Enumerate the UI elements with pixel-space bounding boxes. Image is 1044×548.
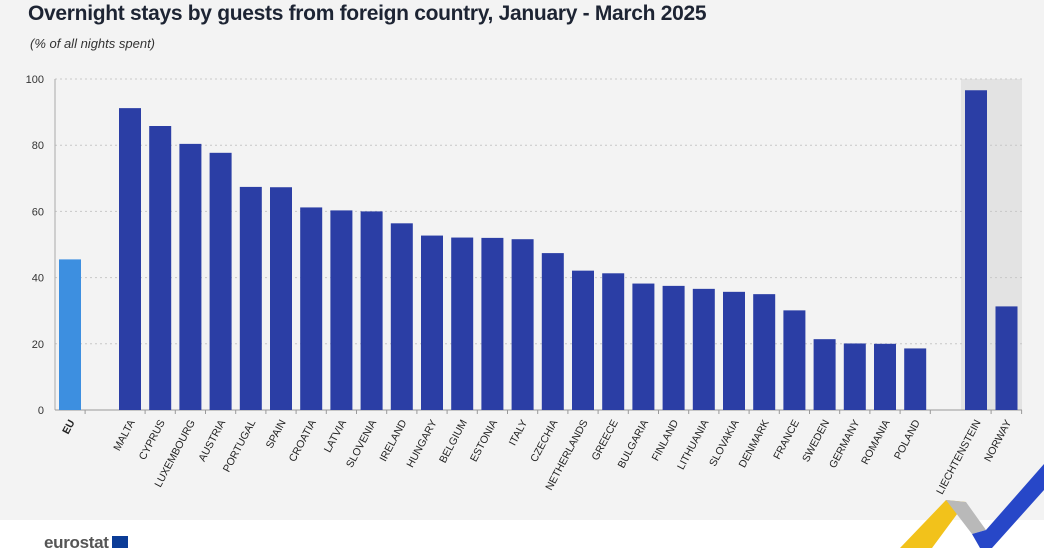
category-label: FINLAND (650, 417, 682, 463)
bar-portugal (239, 186, 262, 410)
category-label: CROATIA (287, 418, 319, 464)
bar-czechia (541, 253, 564, 410)
bar-austria (209, 152, 232, 411)
category-label: AUSTRIA (196, 418, 228, 464)
bar-ireland (390, 223, 413, 410)
category-label: CYPRUS (137, 418, 168, 462)
y-tick-label: 40 (32, 273, 44, 285)
bar-malta (119, 108, 141, 411)
bar-france (783, 310, 806, 410)
category-label: BELGIUM (437, 418, 470, 465)
chart-subtitle: (% of all nights spent) (30, 36, 156, 51)
category-label: ITALY (507, 418, 531, 448)
category-label: IRELAND (377, 417, 409, 463)
bar-luxembourg (179, 143, 202, 410)
bar-finland (662, 285, 685, 410)
category-label: DENMARK (737, 418, 772, 470)
y-tick-label: 20 (32, 339, 44, 351)
eurostat-logo: eurostat (44, 534, 128, 548)
category-label: FRANCE (771, 418, 802, 462)
bar-liechtenstein (965, 90, 987, 410)
bar-belgium (451, 237, 474, 410)
y-tick-label: 0 (38, 405, 44, 417)
bar-italy (511, 239, 534, 410)
bar-norway (995, 306, 1018, 410)
bar-hungary (421, 235, 443, 410)
category-label: POLAND (892, 417, 923, 461)
category-label: ROMANIA (859, 418, 893, 467)
category-label: SPAIN (264, 418, 289, 451)
category-label: BULGARIA (616, 418, 652, 471)
bar-netherlands (572, 270, 594, 410)
category-label: EU (60, 418, 77, 437)
bar-slovenia (360, 211, 383, 410)
category-label: GERMANY (827, 418, 863, 471)
category-label: NORWAY (982, 418, 1014, 464)
bar-lithuania (692, 288, 715, 410)
bar-latvia (330, 210, 353, 410)
eu-flag-icon (111, 536, 128, 548)
bar-sweden (813, 339, 836, 410)
logo-text: eurostat (44, 534, 109, 548)
y-tick-label: 100 (26, 74, 44, 86)
bar-germany (843, 343, 866, 410)
bar-poland (904, 348, 927, 410)
bar-greece (602, 273, 625, 410)
bar-slovakia (723, 291, 745, 410)
bar-croatia (300, 207, 323, 410)
bar-cyprus (149, 126, 172, 410)
bar-denmark (753, 294, 776, 410)
category-label: HUNGARY (404, 418, 439, 470)
bar-spain (270, 187, 292, 410)
category-label: SWEDEN (800, 418, 832, 464)
category-label: LATVIA (322, 418, 349, 455)
category-label: ESTONIA (468, 418, 500, 464)
category-label: LITHUANIA (675, 418, 711, 472)
bar-eu (59, 259, 81, 410)
decorative-stripes (900, 464, 1044, 548)
category-label: SLOVENIA (344, 418, 379, 470)
category-label: SLOVAKIA (707, 418, 742, 469)
bar-romania (874, 343, 896, 410)
category-label: CZECHIA (528, 418, 560, 464)
y-tick-label: 80 (32, 140, 44, 152)
category-label: GREECE (589, 418, 620, 463)
y-tick-label: 60 (32, 206, 44, 218)
bar-bulgaria (632, 283, 655, 410)
bar-estonia (481, 237, 504, 410)
chart-title: Overnight stays by guests from foreign c… (28, 2, 707, 25)
category-label: MALTA (111, 418, 137, 453)
footer (0, 520, 1044, 548)
